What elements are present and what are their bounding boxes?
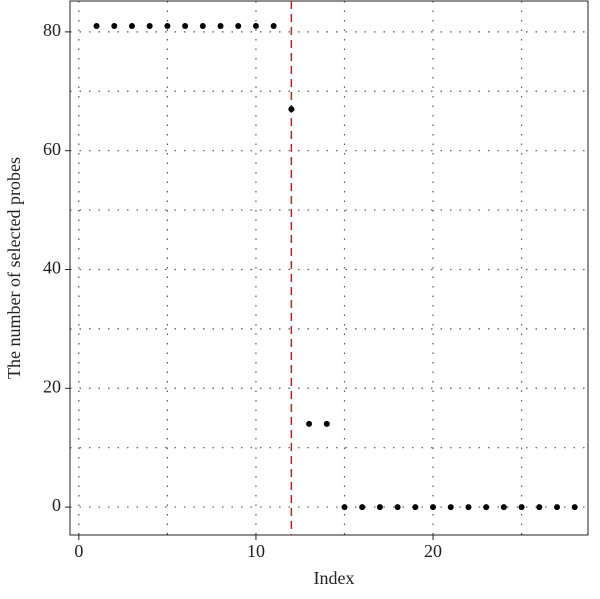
point <box>483 504 490 511</box>
point <box>447 504 454 511</box>
point <box>288 106 295 113</box>
y-tick-label: 0 <box>52 495 61 515</box>
point <box>111 22 118 29</box>
x-axis-label: Index <box>314 568 355 588</box>
point <box>500 504 507 511</box>
point <box>323 420 330 427</box>
point <box>182 22 189 29</box>
point <box>164 22 171 29</box>
point <box>465 504 472 511</box>
y-tick-label: 40 <box>43 258 61 278</box>
x-tick-label: 20 <box>424 541 442 561</box>
y-tick-label: 80 <box>43 20 61 40</box>
y-axis-label: The number of selected probes <box>4 157 24 379</box>
plot-frame <box>69 0 589 536</box>
point <box>93 22 100 29</box>
point <box>128 22 135 29</box>
point <box>252 22 259 29</box>
point <box>376 504 383 511</box>
point <box>412 504 419 511</box>
y-tick-label: 60 <box>43 139 61 159</box>
point <box>571 504 578 511</box>
point <box>518 504 525 511</box>
point <box>199 22 206 29</box>
point <box>306 420 313 427</box>
point <box>394 504 401 511</box>
point <box>341 504 348 511</box>
point <box>217 22 224 29</box>
x-tick-label: 10 <box>247 541 265 561</box>
y-tick-label: 20 <box>43 376 61 396</box>
point <box>270 22 277 29</box>
point <box>554 504 561 511</box>
point <box>235 22 242 29</box>
x-tick-label: 0 <box>74 541 83 561</box>
point <box>430 504 437 511</box>
point <box>536 504 543 511</box>
point <box>359 504 366 511</box>
point <box>146 22 153 29</box>
